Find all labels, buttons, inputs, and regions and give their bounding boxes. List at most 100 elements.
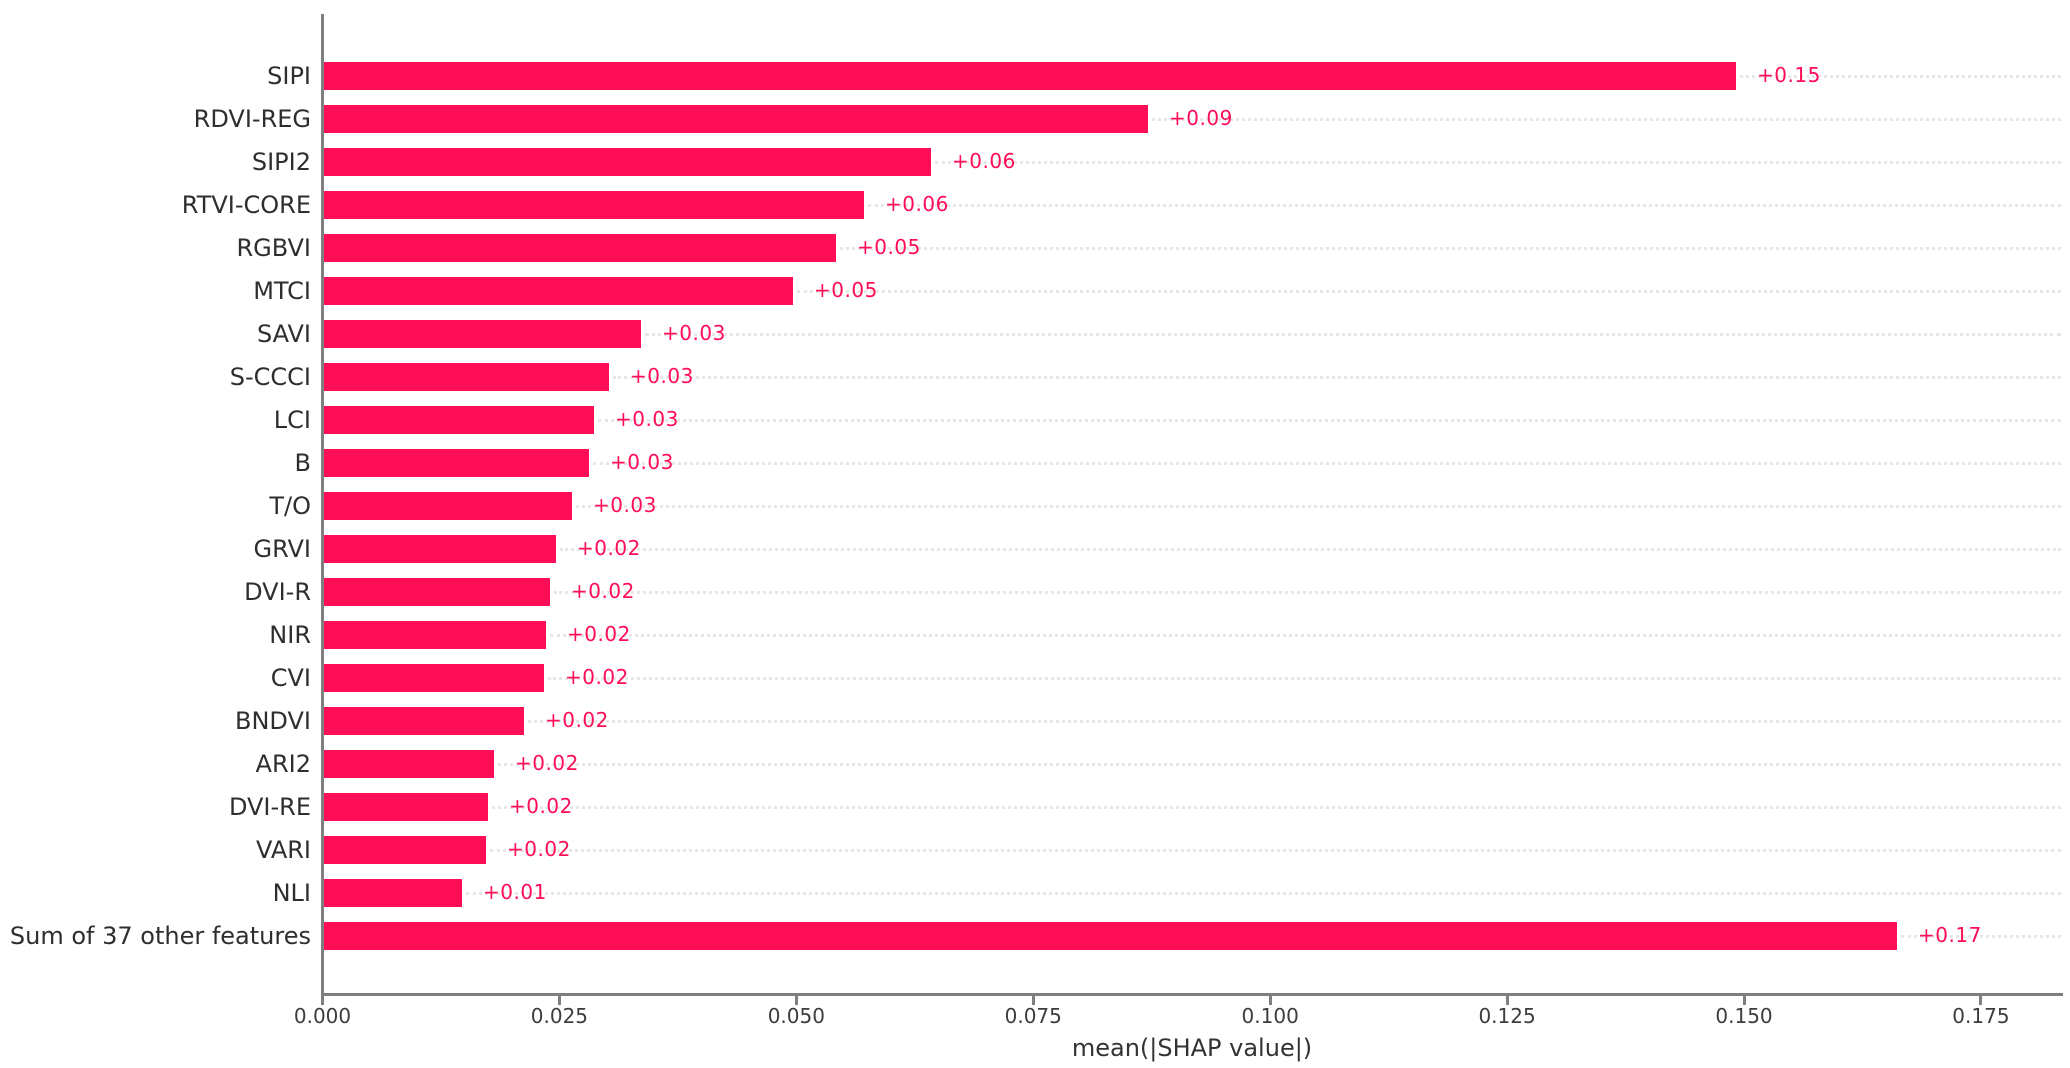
bar (324, 448, 589, 477)
bar-row: +0.15 (324, 54, 2061, 97)
y-tick-label: B (294, 448, 311, 477)
row-leader-line (935, 160, 2061, 164)
y-tick-label: BNDVI (235, 706, 311, 735)
bar (324, 878, 462, 907)
bar-value-label: +0.02 (515, 750, 579, 775)
x-tick-label: 0.000 (293, 1004, 352, 1028)
bar (324, 835, 486, 864)
x-tick-mark (794, 996, 798, 1005)
y-tick-label: T/O (269, 491, 311, 520)
y-axis-labels: SIPI RDVI-REG SIPI2 RTVI-CORE RGBVI MTCI SAVI S… (0, 14, 311, 996)
row-leader-line (598, 418, 2061, 422)
y-tick-label: RTVI-CORE (181, 190, 311, 219)
bar-row: +0.05 (324, 269, 2061, 312)
bar-row: +0.02 (324, 613, 2061, 656)
y-tick-label: Sum of 37 other features (9, 921, 311, 950)
y-tick-label: NIR (269, 620, 311, 649)
bar (324, 233, 836, 262)
x-tick-mark (557, 996, 561, 1005)
row-leader-line (528, 719, 2061, 723)
y-tick-label: GRVI (253, 534, 311, 563)
bar-row: +0.09 (324, 97, 2061, 140)
bar (324, 663, 544, 692)
row-leader-line (554, 590, 2061, 594)
bar-row: +0.03 (324, 312, 2061, 355)
bar-value-label: +0.03 (610, 449, 674, 474)
bar-value-label: +0.01 (483, 879, 547, 904)
bar-value-label: +0.03 (615, 406, 679, 431)
y-tick-label: SAVI (256, 319, 311, 348)
y-tick-label: ARI2 (255, 749, 311, 778)
x-tick-label: 0.175 (1952, 1004, 2010, 1028)
bar-row: +0.02 (324, 570, 2061, 613)
row-leader-line (645, 332, 2061, 336)
x-tick-mark (1979, 996, 1983, 1005)
x-tick-label: 0.100 (1241, 1004, 1299, 1028)
bar-row: +0.02 (324, 742, 2061, 785)
bar (324, 319, 641, 348)
bar (324, 620, 546, 649)
bar-row: +0.02 (324, 785, 2061, 828)
bar (324, 362, 609, 391)
bar-row: +0.06 (324, 183, 2061, 226)
row-leader-line (492, 805, 2061, 809)
y-tick-label: DVI-R (244, 577, 311, 606)
row-leader-line (840, 246, 2061, 250)
bar-value-label: +0.02 (509, 793, 573, 818)
x-tick-label: 0.125 (1478, 1004, 1536, 1028)
x-tick-mark (1505, 996, 1509, 1005)
bar (324, 491, 572, 520)
row-leader-line (498, 762, 2061, 766)
y-tick-label: MTCI (253, 276, 311, 305)
x-tick-mark (321, 996, 324, 1005)
bar-row: +0.02 (324, 656, 2061, 699)
row-leader-line (868, 203, 2061, 207)
bar-row: +0.02 (324, 699, 2061, 742)
bar-value-label: +0.09 (1169, 105, 1233, 130)
row-leader-line (1152, 117, 2061, 121)
bar (324, 921, 1897, 950)
y-tick-label: SIPI (267, 61, 311, 90)
bar (324, 792, 488, 821)
bar (324, 534, 556, 563)
x-tick-label: 0.075 (1004, 1004, 1062, 1028)
bar (324, 61, 1736, 90)
plot-area: +0.15 +0.09 +0.06 +0.06 +0.05 +0.05 +0.03 +0.03… (321, 14, 2063, 996)
bar-value-label: +0.03 (630, 363, 694, 388)
bar-value-label: +0.15 (1757, 62, 1821, 87)
bar (324, 104, 1148, 133)
bar-value-label: +0.03 (662, 320, 726, 345)
y-tick-label: VARI (255, 835, 311, 864)
row-leader-line (613, 375, 2061, 379)
bar-value-label: +0.17 (1918, 922, 1982, 947)
bar-row: +0.01 (324, 871, 2061, 914)
bar-value-label: +0.02 (507, 836, 571, 861)
y-tick-label: RDVI-REG (193, 104, 311, 133)
x-tick-mark (1742, 996, 1746, 1005)
row-leader-line (797, 289, 2061, 293)
x-tick-mark (1031, 996, 1035, 1005)
bar-value-label: +0.02 (565, 664, 629, 689)
row-leader-line (466, 891, 2061, 895)
row-leader-line (548, 676, 2061, 680)
bar-row: +0.05 (324, 226, 2061, 269)
y-tick-label: CVI (270, 663, 311, 692)
bar-row: +0.03 (324, 441, 2061, 484)
x-tick-mark (1268, 996, 1272, 1005)
bar-value-label: +0.02 (545, 707, 609, 732)
bar (324, 577, 550, 606)
bar-value-label: +0.02 (567, 621, 631, 646)
bar-value-label: +0.06 (952, 148, 1016, 173)
x-tick-label: 0.150 (1715, 1004, 1773, 1028)
row-leader-line (560, 547, 2061, 551)
bar-row: +0.03 (324, 398, 2061, 441)
bar (324, 749, 494, 778)
x-tick-label: 0.050 (767, 1004, 825, 1028)
x-axis-label: mean(|SHAP value|) (1071, 1034, 1313, 1062)
bar (324, 190, 864, 219)
row-leader-line (1901, 934, 2061, 938)
bar-value-label: +0.05 (857, 234, 921, 259)
bar-row: +0.02 (324, 527, 2061, 570)
bar-value-label: +0.02 (577, 535, 641, 560)
